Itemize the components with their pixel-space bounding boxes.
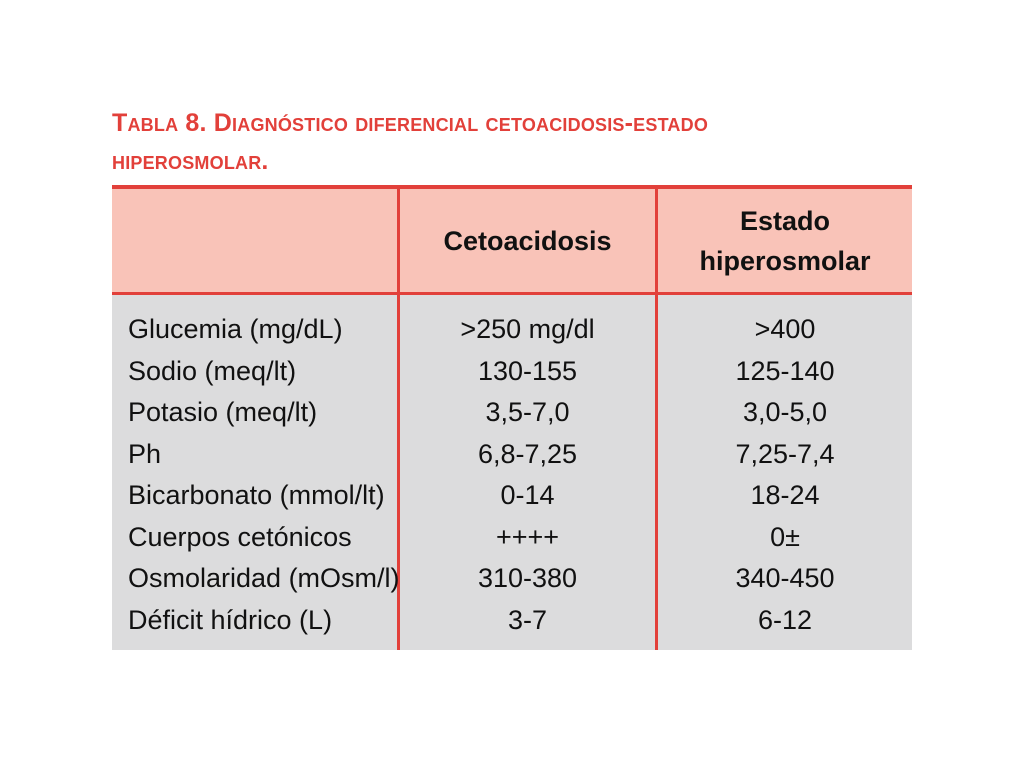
cetoacidosis-value: 3-7 xyxy=(507,604,548,635)
header-estado-hiperosmolar: Estado hiperosmolar xyxy=(658,189,912,292)
hiperosmolar-value: 3,0-5,0 xyxy=(742,397,828,427)
header-estado-hiperosmolar-line-2: hiperosmolar xyxy=(699,245,871,276)
cetoacidosis-value: >250 mg/dl xyxy=(460,314,595,344)
table-rows: Glucemia (mg/dL) >250 mg/dl >400 Sodio (… xyxy=(112,309,912,641)
cetoacidosis-value: ++++ xyxy=(495,521,560,552)
table-row: Ph 6,8-7,25 7,25-7,4 xyxy=(112,434,912,476)
table-row: Sodio (meq/lt) 130-155 125-140 xyxy=(112,351,912,393)
header-cetoacidosis: Cetoacidosis xyxy=(443,225,612,256)
hiperosmolar-value: 6-12 xyxy=(757,604,813,635)
table-row: Potasio (meq/lt) 3,5-7,0 3,0-5,0 xyxy=(112,392,912,434)
comparison-table: Cetoacidosis Estado hiperosmolar Glucemi… xyxy=(112,185,912,650)
hiperosmolar-value: 340-450 xyxy=(735,563,835,593)
cetoacidosis-value: 130-155 xyxy=(477,355,578,386)
table-title: Tabla 8. Diagnóstico diferencial cetoaci… xyxy=(112,104,912,180)
column-divider xyxy=(655,189,658,650)
table-title-line-2: hiperosmolar. xyxy=(112,147,269,175)
row-label: Bicarbonato (mmol/lt) xyxy=(128,480,385,510)
cetoacidosis-value: 310-380 xyxy=(477,563,578,593)
row-label: Sodio (meq/lt) xyxy=(128,355,297,386)
table-header-row xyxy=(112,189,912,295)
hiperosmolar-value: 125-140 xyxy=(735,355,835,386)
table-row: Cuerpos cetónicos ++++ 0± xyxy=(112,517,912,559)
table-row: Glucemia (mg/dL) >250 mg/dl >400 xyxy=(112,309,912,351)
cetoacidosis-value: 3,5-7,0 xyxy=(485,397,570,427)
table-body xyxy=(112,295,912,650)
table-row: Osmolaridad (mOsm/l) 310-380 340-450 xyxy=(112,558,912,600)
row-label: Osmolaridad (mOsm/l) xyxy=(128,563,400,593)
cetoacidosis-value: 0-14 xyxy=(500,480,555,510)
header-estado-hiperosmolar-line-1: Estado xyxy=(739,205,830,236)
hiperosmolar-value: 0± xyxy=(770,521,800,552)
row-label: Ph xyxy=(128,438,162,469)
table-row: Déficit hídrico (L) 3-7 6-12 xyxy=(112,600,912,642)
row-label: Potasio (meq/lt) xyxy=(128,397,318,427)
cetoacidosis-value: 6,8-7,25 xyxy=(477,438,578,469)
hiperosmolar-value: >400 xyxy=(754,314,816,344)
row-label: Glucemia (mg/dL) xyxy=(128,314,343,344)
table-row: Bicarbonato (mmol/lt) 0-14 18-24 xyxy=(112,475,912,517)
table-title-line-1: Tabla 8. Diagnóstico diferencial cetoaci… xyxy=(112,109,709,137)
column-divider xyxy=(397,189,400,650)
row-label: Déficit hídrico (L) xyxy=(128,604,333,635)
hiperosmolar-value: 18-24 xyxy=(750,480,820,510)
row-label: Cuerpos cetónicos xyxy=(128,521,352,552)
hiperosmolar-value: 7,25-7,4 xyxy=(735,438,835,469)
